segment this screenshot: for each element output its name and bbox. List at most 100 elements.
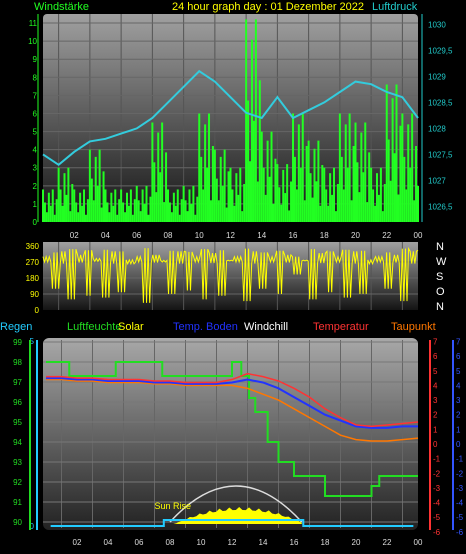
sun-box: [50, 519, 414, 527]
wind-tick-label: 3: [33, 164, 38, 173]
x-tick-label: 16: [290, 538, 299, 547]
x-tick-label: 16: [289, 231, 298, 240]
wind-pressure-x-ticks: 02 04 06 08 10 12 14 16 18 20 22 00: [70, 231, 423, 240]
x-tick-label: 00: [414, 538, 423, 547]
legend-item: Luftfeuchte: [67, 321, 121, 333]
temp-tick-label: 3: [433, 396, 438, 405]
wind-direction-line: [42, 246, 419, 303]
pressure-line: [42, 69, 419, 167]
chart-title: 24 hour graph day : 01 Dezember 2022: [172, 1, 364, 13]
humidity-tick-label: 91: [13, 498, 22, 507]
wind-axis-label: Windstärke: [34, 1, 89, 13]
pressure-tick-label: 1027: [428, 176, 446, 185]
temp-tick-label: -3: [433, 484, 441, 493]
temp-tick-label: -3: [456, 484, 464, 493]
temp-tick-label: -5: [433, 513, 441, 522]
legend-item: Windchill: [244, 321, 288, 333]
temp-tick-label: 4: [433, 381, 438, 390]
x-tick-label: 04: [104, 538, 113, 547]
x-tick-label: 12: [226, 231, 235, 240]
temp-tick-label: 2: [433, 411, 438, 420]
temp-tick-label: 7: [456, 337, 461, 346]
legend-item: Temp. Boden: [173, 321, 238, 333]
wind-tick-label: 8: [33, 73, 38, 82]
rain-axis-ticks: 05: [30, 337, 35, 531]
humidity-axis-ticks: 90 91 92 93 94 95 96 97 98 99: [13, 338, 22, 527]
wind-tick-label: 5: [33, 128, 38, 137]
rain-tick-label: 5: [30, 337, 35, 346]
x-tick-label: 18: [321, 538, 330, 547]
temp-tick-label: 0: [433, 440, 438, 449]
humidity-tick-label: 97: [13, 378, 22, 387]
x-tick-label: 20: [352, 538, 361, 547]
rain-tick-label: 0: [30, 522, 35, 531]
x-tick-label: 02: [70, 231, 79, 240]
sun-arc: [169, 485, 303, 523]
temp-tick-label: -1: [456, 455, 464, 464]
x-tick-label: 04: [101, 231, 110, 240]
temp-tick-label: 5: [433, 367, 438, 376]
x-tick-label: 22: [382, 231, 391, 240]
dewpoint-line: [46, 378, 419, 442]
humidity-tick-label: 96: [13, 398, 22, 407]
humidity-tick-label: 94: [13, 438, 22, 447]
x-tick-label: 14: [257, 231, 266, 240]
pressure-tick-label: 1028: [428, 124, 446, 133]
temp-tick-label: -4: [456, 499, 464, 508]
compass-label: W: [436, 256, 447, 268]
temp-tick-label: 0: [456, 440, 461, 449]
wind-tick-label: 7: [33, 91, 38, 100]
temp-tick-label: 6: [433, 352, 438, 361]
temp-tick-label: -1: [433, 455, 441, 464]
sunrise-annotation: Sun Rise: [155, 501, 192, 511]
humidity-tick-label: 95: [13, 418, 22, 427]
temp-tick-label: -4: [433, 499, 441, 508]
legend-item: Temperatur: [313, 321, 369, 333]
pressure-tick-label: 1029: [428, 72, 446, 81]
temp-tick-label: -6: [433, 528, 441, 537]
wind-bars: [42, 19, 419, 222]
direction-axis-ticks: 360 270 180 90 0: [26, 242, 40, 315]
temp-tick-label: -6: [456, 528, 464, 537]
direction-tick-label: 90: [30, 290, 39, 299]
humidity-tick-label: 92: [13, 478, 22, 487]
x-tick-label: 10: [195, 231, 204, 240]
pressure-tick-label: 1027,5: [428, 150, 453, 159]
temperature-grid: [43, 340, 418, 528]
wind-tick-label: 6: [33, 109, 38, 118]
direction-tick-label: 180: [26, 274, 40, 283]
x-tick-label: 02: [73, 538, 82, 547]
wind-tick-label: 9: [33, 55, 38, 64]
compass-label: S: [436, 271, 443, 283]
wind-axis-ticks: 0 1 2 3 4 5 6 7 8 9 10 11: [28, 14, 39, 227]
temp-tick-label: 1: [456, 425, 461, 434]
wind-tick-label: 4: [33, 146, 38, 155]
temp-tick-label: 5: [456, 367, 461, 376]
pressure-tick-label: 1029,5: [428, 46, 453, 55]
wind-tick-label: 10: [28, 37, 37, 46]
x-tick-label: 00: [414, 231, 423, 240]
x-tick-label: 18: [320, 231, 329, 240]
compass-label: O: [436, 286, 445, 298]
temperature-axis-ticks: 7 7 6 6 5 5 4 4 3 3 2 2 1 1 0 0 -1 -1 -2 -2 -3 -3 -4 -4 -5 -5 -6 -6: [433, 337, 464, 536]
compass-label: N: [436, 301, 444, 313]
pressure-axis-label: Luftdruck: [372, 1, 418, 13]
temp-tick-label: 4: [456, 381, 461, 390]
direction-tick-label: 0: [35, 306, 40, 315]
pressure-tick-label: 1030: [428, 20, 446, 29]
temp-tick-label: -2: [433, 469, 441, 478]
pressure-tick-label: 1028,5: [428, 98, 453, 107]
temp-tick-label: 3: [456, 396, 461, 405]
direction-tick-label: 360: [26, 242, 40, 251]
pressure-axis-ticks: 1026,5 1027 1027,5 1028 1028,5 1029 1029,5 1030: [421, 14, 453, 222]
pressure-tick-label: 1026,5: [428, 202, 453, 211]
x-tick-label: 08: [164, 231, 173, 240]
temp-tick-label: 7: [433, 337, 438, 346]
x-tick-label: 06: [132, 231, 141, 240]
humidity-tick-label: 93: [13, 458, 22, 467]
legend-item: Taupunkt: [391, 321, 436, 333]
temp-tick-label: 6: [456, 352, 461, 361]
temperature-line: [46, 372, 419, 428]
